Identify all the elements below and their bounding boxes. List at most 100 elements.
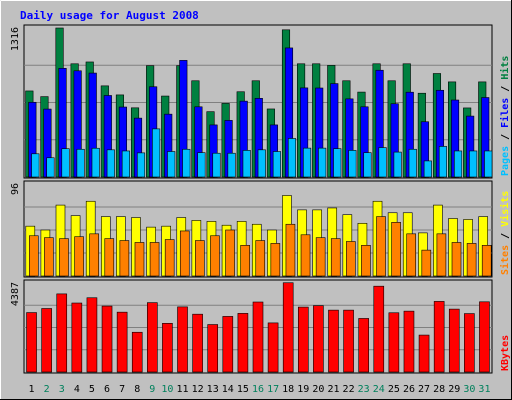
bar-kbytes-day-23 <box>358 318 369 373</box>
bar-pages-day-26 <box>408 148 417 178</box>
x-tick-label-day-20: 20 <box>312 384 324 395</box>
bar-pages-day-23 <box>363 152 372 178</box>
bar-pages-day-18 <box>287 138 297 178</box>
bar-pages-day-27 <box>423 160 432 178</box>
bar-sites-day-8 <box>134 242 145 277</box>
bar-kbytes-day-21 <box>328 309 339 373</box>
bar-kbytes-day-16 <box>252 301 264 373</box>
legend-label-part: / <box>500 128 511 140</box>
bar-pages-day-6 <box>106 149 115 178</box>
bar-kbytes-day-11 <box>177 306 188 373</box>
x-tick-label-day-19: 19 <box>297 384 309 395</box>
bar-pages-day-7 <box>121 150 130 178</box>
legend-label-part: / <box>500 227 511 239</box>
bar-pages-day-5 <box>91 147 100 178</box>
x-tick-label-day-8: 8 <box>134 384 140 395</box>
panel-kbytes: 4387 KBytes <box>10 279 511 374</box>
bar-kbytes-day-31 <box>479 301 490 373</box>
x-tick-label-day-22: 22 <box>343 384 355 395</box>
bar-pages-day-11 <box>182 148 191 178</box>
bar-sites-day-15 <box>240 245 250 277</box>
bar-pages-day-14 <box>227 152 236 178</box>
x-tick-label-day-25: 25 <box>388 384 400 395</box>
bar-sites-day-24 <box>376 216 386 277</box>
bar-pages-day-1 <box>31 153 40 178</box>
x-tick-label-day-5: 5 <box>89 384 95 395</box>
x-tick-label-day-29: 29 <box>448 384 460 395</box>
series-legend-label: KBytes <box>500 335 511 371</box>
legend-label-part: Visits <box>499 191 511 227</box>
chart-title: Daily usage for August 2008 <box>20 9 199 22</box>
bar-pages-day-31 <box>484 150 493 178</box>
bar-sites-day-14 <box>225 229 235 277</box>
bar-sites-day-11 <box>179 230 190 277</box>
bar-sites-day-19 <box>300 234 311 277</box>
bar-sites-day-2 <box>44 237 54 277</box>
panel-visits-sites: 96 Sites / Visits <box>10 180 511 278</box>
bar-kbytes-day-10 <box>162 323 173 373</box>
legend-label-part: Sites <box>499 239 511 275</box>
series-legend-label: Pages / Files / Hits <box>499 56 511 176</box>
bar-pages-day-29 <box>454 150 463 178</box>
bar-kbytes-day-1 <box>26 312 37 373</box>
bar-pages-day-15 <box>242 150 251 178</box>
bar-pages-day-16 <box>257 149 266 178</box>
bar-kbytes-day-18 <box>282 282 294 373</box>
panel-hits-files-pages: 1316 Pages / Files / Hits <box>10 24 511 179</box>
bar-pages-day-22 <box>348 150 357 178</box>
bar-pages-day-28 <box>438 146 448 178</box>
bar-sites-day-22 <box>346 241 356 277</box>
x-tick-label-day-21: 21 <box>327 384 339 395</box>
y-max-tick-label: 96 <box>10 183 21 195</box>
bar-sites-day-23 <box>361 245 371 277</box>
bar-sites-day-18 <box>285 223 296 277</box>
bar-sites-day-21 <box>330 238 341 277</box>
bar-kbytes-day-8 <box>131 331 143 373</box>
bar-sites-day-9 <box>149 242 160 277</box>
x-tick-label-day-15: 15 <box>237 384 249 395</box>
bar-kbytes-day-24 <box>373 285 385 373</box>
bar-sites-day-1 <box>28 235 39 277</box>
bar-pages-day-2 <box>46 157 55 178</box>
bar-pages-day-24 <box>378 147 387 178</box>
x-tick-label-day-11: 11 <box>176 384 188 395</box>
bar-sites-day-3 <box>59 238 69 277</box>
x-tick-label-day-28: 28 <box>433 384 445 395</box>
legend-label-part: / <box>500 80 511 92</box>
bar-kbytes-day-7 <box>116 311 128 373</box>
y-max-tick-label: 4387 <box>10 282 21 306</box>
bar-sites-day-26 <box>406 233 417 277</box>
bar-pages-day-8 <box>136 152 146 178</box>
x-tick-label-day-13: 13 <box>207 384 219 395</box>
bar-kbytes-day-3 <box>56 293 68 373</box>
bar-sites-day-6 <box>104 238 115 277</box>
chart-panels: 1316 Pages / Files / Hits 96 Sites / Visits… <box>10 24 511 374</box>
bar-pages-day-9 <box>152 128 161 178</box>
x-tick-label-day-17: 17 <box>267 384 279 395</box>
bar-kbytes-day-2 <box>41 308 52 373</box>
bar-kbytes-day-17 <box>267 322 279 373</box>
bar-pages-day-19 <box>303 147 312 178</box>
bar-pages-day-12 <box>197 152 206 178</box>
bar-kbytes-day-28 <box>433 301 445 373</box>
bar-sites-day-27 <box>421 249 432 277</box>
bar-pages-day-21 <box>333 148 342 178</box>
bar-kbytes-day-4 <box>71 302 83 373</box>
bar-kbytes-day-30 <box>464 313 475 373</box>
x-tick-label-day-10: 10 <box>161 384 173 395</box>
bar-sites-day-17 <box>270 243 281 277</box>
legend-label-part: Pages <box>500 140 511 176</box>
bar-sites-day-10 <box>164 239 175 277</box>
x-tick-label-day-27: 27 <box>418 384 430 395</box>
bar-sites-day-7 <box>119 240 130 277</box>
x-tick-label-day-7: 7 <box>119 384 125 395</box>
bar-kbytes-day-15 <box>237 313 249 373</box>
bar-sites-day-28 <box>436 233 447 277</box>
x-axis-day-labels: 1 2 3 4 5 6 7 8 9 10 11 12 13 14 15 16 17 18 19 20 21 22 23 24 2… <box>29 384 491 395</box>
x-tick-label-day-6: 6 <box>104 384 110 395</box>
y-max-tick-label: 1316 <box>10 27 21 51</box>
series-legend-label: Sites / Visits <box>499 191 511 275</box>
bar-kbytes-day-13 <box>207 324 219 373</box>
bar-sites-day-30 <box>466 243 477 277</box>
x-tick-label-day-14: 14 <box>222 384 234 395</box>
